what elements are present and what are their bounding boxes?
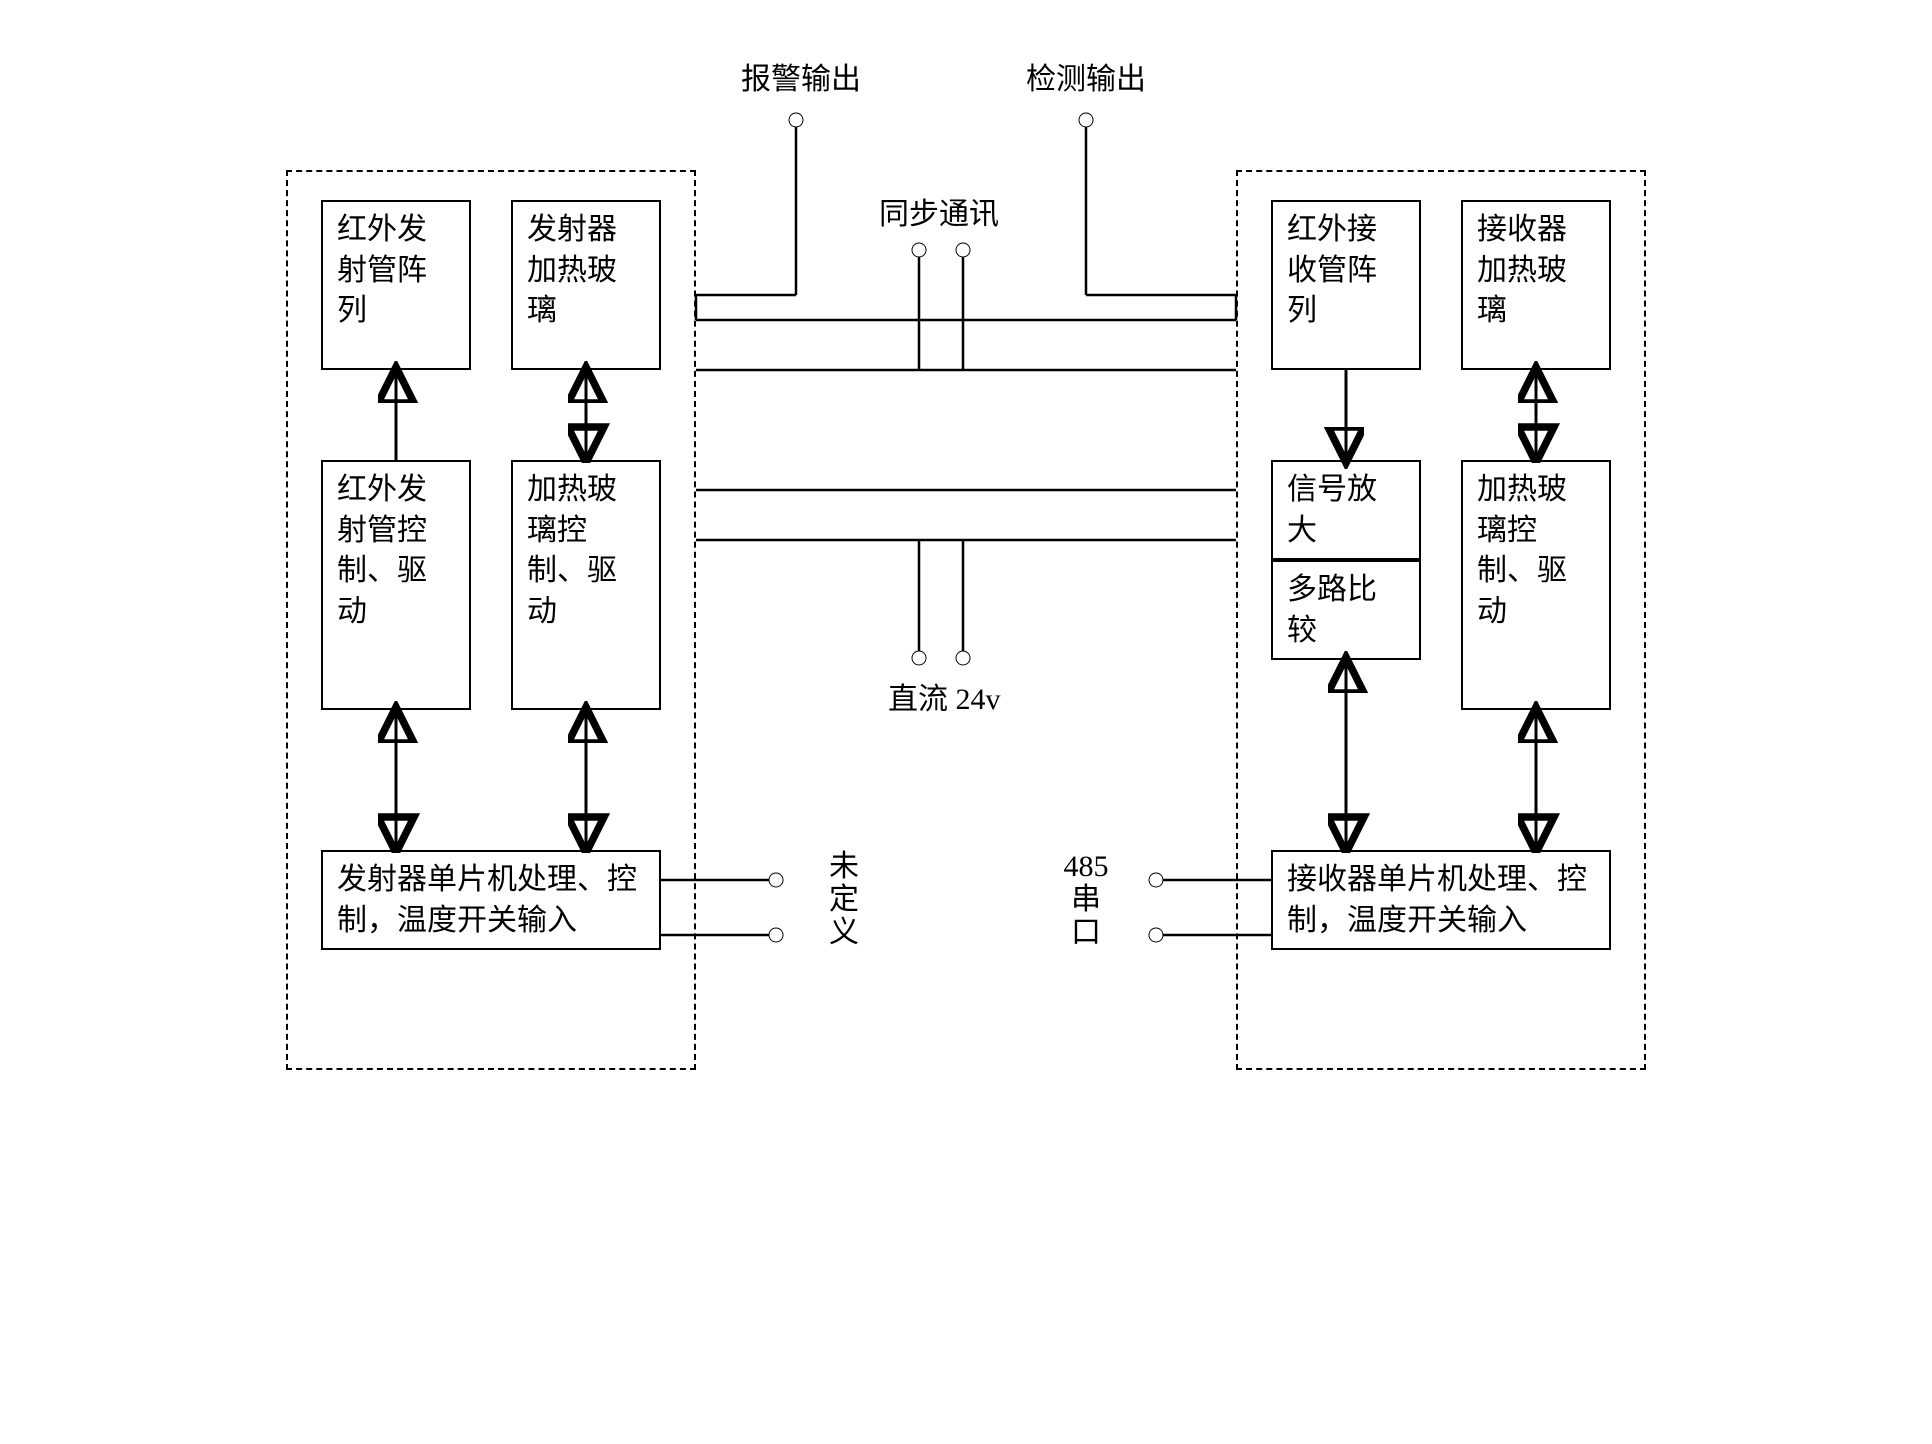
box-sig-amp: 信号放大 (1271, 460, 1421, 560)
box-tx-mcu: 发射器单片机处理、控制，温度开关输入 (321, 850, 661, 950)
box-rx-mcu: 接收器单片机处理、控制，温度开关输入 (1271, 850, 1611, 950)
box-multi-cmp: 多路比较 (1271, 560, 1421, 660)
label-alarm-out: 报警输出 (741, 60, 861, 99)
label-undefined: 未定义 (826, 850, 862, 949)
label-485-serial: 485串口 (1041, 850, 1131, 949)
box-ir-tx-ctrl: 红外发射管控制、驱动 (321, 460, 471, 710)
box-heat-glass-ctrl-r: 加热玻璃控制、驱动 (1461, 460, 1611, 710)
box-ir-tx-array: 红外发射管阵列 (321, 200, 471, 370)
label-dc-24v: 直流 24v (888, 680, 1001, 719)
box-ir-rx-array: 红外接收管阵列 (1271, 200, 1421, 370)
label-detect-out: 检测输出 (1026, 60, 1146, 99)
box-rx-heat-glass: 接收器加热玻璃 (1461, 200, 1611, 370)
box-tx-heat-glass: 发射器加热玻璃 (511, 200, 661, 370)
box-heat-glass-ctrl-l: 加热玻璃控制、驱动 (511, 460, 661, 710)
block-diagram: 报警输出 检测输出 同步通讯 直流 24v 红外发射管阵列 发射器加热玻璃 红外… (266, 40, 1666, 1090)
label-sync-comm: 同步通讯 (879, 195, 999, 234)
